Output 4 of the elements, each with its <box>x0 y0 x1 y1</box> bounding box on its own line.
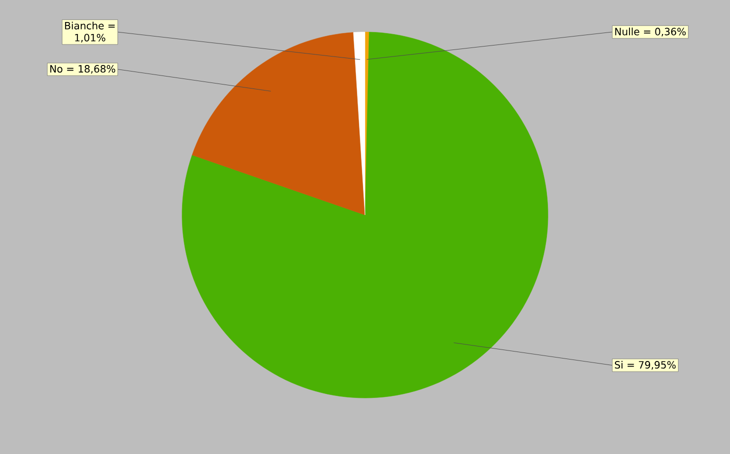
slice-label: Nulle = 0,36% <box>615 28 686 36</box>
slice-label: No = 18,68% <box>50 65 116 74</box>
slice-label: Bianche = 1,01% <box>65 22 115 42</box>
slice-label: Si = 79,95% <box>614 360 676 370</box>
